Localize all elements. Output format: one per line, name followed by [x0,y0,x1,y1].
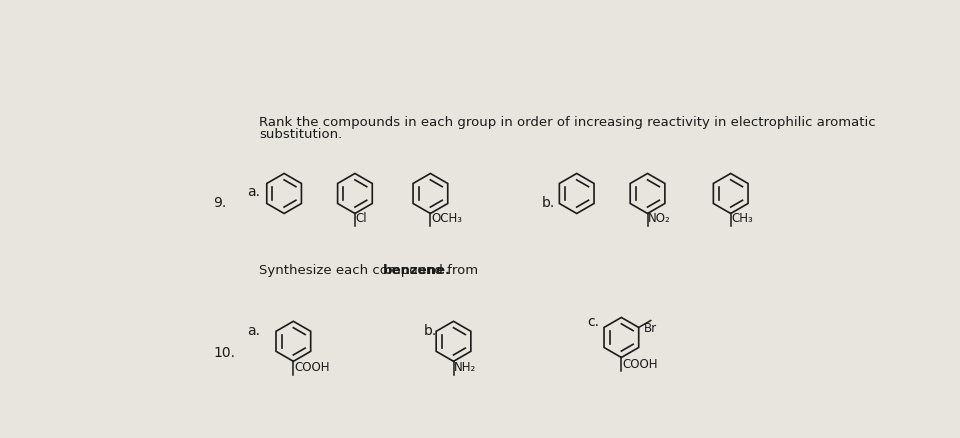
Text: COOH: COOH [622,357,658,371]
Text: Synthesize each compound from: Synthesize each compound from [259,264,483,277]
Text: benzene.: benzene. [383,264,451,277]
Text: OCH₃: OCH₃ [431,212,462,225]
Text: substitution.: substitution. [259,128,343,141]
Text: 9.: 9. [213,196,227,210]
Text: c.: c. [588,315,599,329]
Text: Rank the compounds in each group in order of increasing reactivity in electrophi: Rank the compounds in each group in orde… [259,116,876,129]
Text: a.: a. [247,324,260,338]
Text: b.: b. [424,324,438,338]
Text: Br: Br [644,322,658,335]
Text: Cl: Cl [356,212,368,225]
Text: NH₂: NH₂ [454,361,476,374]
Text: CH₃: CH₃ [732,212,754,225]
Text: 10.: 10. [213,346,235,360]
Text: COOH: COOH [294,361,329,374]
Text: NO₂: NO₂ [648,212,671,225]
Text: a.: a. [247,185,260,199]
Text: b.: b. [542,197,555,211]
